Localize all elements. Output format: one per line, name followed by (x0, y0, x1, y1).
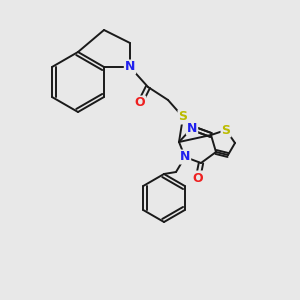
Text: O: O (193, 172, 203, 184)
Text: N: N (180, 151, 190, 164)
Text: N: N (125, 61, 135, 74)
Text: O: O (135, 97, 145, 110)
Text: S: S (178, 110, 188, 124)
Text: N: N (187, 122, 197, 134)
Text: S: S (221, 124, 230, 136)
